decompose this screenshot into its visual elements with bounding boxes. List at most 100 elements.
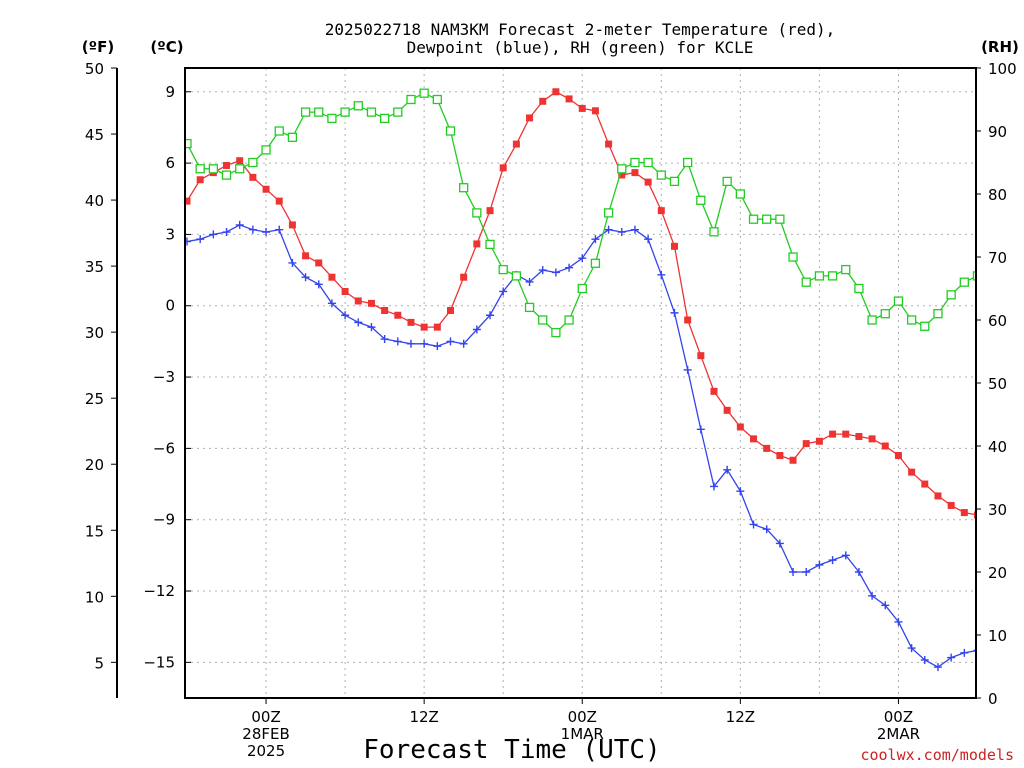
rh-tick-label: 40 [988,438,1007,456]
rh-point [340,107,350,117]
dewpoint-point [604,225,613,234]
dewpoint-point [775,539,784,548]
fahrenheit-tick-label: 50 [85,60,104,78]
rh-point [814,271,825,281]
rh-point [577,283,587,294]
temperature-point [236,157,244,165]
temperature-point [381,306,389,314]
rh-point [235,164,245,174]
rh-tick-label: 60 [988,312,1007,330]
x-tick-label: 2MAR [877,725,920,743]
rh-point [748,214,759,224]
dewpoint-point [301,273,310,282]
fahrenheit-tick-label: 20 [85,456,104,474]
dewpoint-point [185,237,191,246]
rh-point [788,252,798,262]
dewpoint-point [380,335,389,344]
fahrenheit-tick-label: 40 [85,192,104,210]
temperature-point [394,311,402,319]
rh-point [208,164,219,174]
dewpoint-point [209,230,218,239]
rh-point [498,264,508,275]
fahrenheit-tick-label: 30 [85,324,104,342]
temperature-point [354,297,362,305]
rh-point [656,170,666,180]
temperature-point [960,509,968,517]
rh-point [393,107,403,117]
temperature-point [868,435,876,443]
rh-point [459,183,469,193]
x-tick-label: 12Z [726,708,755,726]
x-axis-title: Forecast Time (UTC) [363,735,660,765]
rh-point [683,157,693,168]
rh-tick-label: 70 [988,249,1007,267]
x-tick-label: 12Z [409,708,438,726]
rh-point [841,264,851,275]
dewpoint-point [736,487,745,496]
rh-point [709,227,719,237]
rh-point [485,239,495,250]
rh-point [221,170,232,180]
temperature-point [921,480,929,488]
temperature-point [697,352,705,360]
dewpoint-point [973,649,976,652]
temperature-point [578,104,586,112]
temperature-point [447,306,454,314]
temperature-point [526,114,534,122]
x-tick-label: 00Z [884,708,913,726]
rh-point [185,138,192,149]
rh-tick-label: 90 [988,123,1007,141]
rh-point [946,290,956,300]
celsius-tick-label: 0 [165,297,175,315]
dewpoint-point [657,270,666,279]
dewpoint-point [235,220,244,229]
fahrenheit-tick-label: 15 [85,522,104,540]
temperature-point [934,492,942,500]
rh-point [722,176,732,187]
temperature-point [670,242,678,250]
rh-point [893,296,904,306]
dewpoint-point [920,655,929,664]
dewpoint-point [341,311,350,320]
x-tick-label: 00Z [568,708,597,726]
rh-tick-label: 10 [988,627,1007,645]
dewpoint-point [644,235,653,244]
temperature-point [894,452,902,460]
dewpoint-point [367,323,376,332]
temperature-point [288,221,296,229]
rh-point [538,315,548,325]
rh-tick-label: 100 [988,60,1017,78]
rh-point [762,214,772,224]
rh-point [906,315,917,325]
temperature-point [947,501,955,509]
rh-point [775,214,785,224]
temperature-point [367,299,375,307]
series-clip-group [185,88,995,672]
plot-frame [184,67,977,699]
unit-label-fahrenheit: (ºF) [82,38,114,56]
temperature-point [723,406,731,414]
dewpoint-point [762,525,771,534]
rh-point [261,145,271,155]
temperature-point [657,207,665,215]
temperature-point [736,423,744,431]
rh-point [920,321,930,331]
credit-text: coolwx.com/models [860,746,1014,764]
dewpoint-point [630,225,639,234]
temperature-point [710,387,718,395]
temperature-point [802,440,810,448]
dewpoint-point [248,225,257,234]
dewpoint-point [472,325,481,334]
dewpoint-point [538,266,547,275]
temperature-point [829,430,837,438]
rh-point [603,208,614,218]
dewpoint-point [828,556,837,565]
temperature-point [552,88,560,96]
dewpoint-point [987,644,995,652]
temperature-point [486,207,494,215]
temperature-point [618,171,626,179]
dewpoint-point [314,280,323,289]
dewpoint-point [683,365,692,374]
temperature-point [185,197,191,205]
fahrenheit-tick-label: 5 [94,654,104,672]
